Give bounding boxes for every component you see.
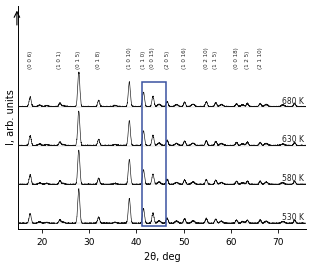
Text: (2 1 10): (2 1 10): [258, 48, 263, 69]
Text: (1 1 5): (1 1 5): [213, 51, 218, 69]
Text: (0 0 15): (0 0 15): [150, 48, 155, 69]
Text: (2 0 5): (2 0 5): [165, 51, 170, 69]
Text: (1 0 10): (1 0 10): [127, 48, 132, 69]
Text: 530 K: 530 K: [282, 213, 304, 222]
Text: (0 1 8): (0 1 8): [96, 51, 101, 69]
Text: (1 0 16): (1 0 16): [182, 48, 187, 69]
Bar: [142, 82, 166, 226]
Text: (0 0 18): (0 0 18): [234, 48, 239, 69]
Text: (1 2 5): (1 2 5): [245, 51, 250, 69]
Text: (1 0 1): (1 0 1): [57, 51, 62, 69]
Text: (0 2 10): (0 2 10): [204, 48, 209, 69]
X-axis label: 2θ, deg: 2θ, deg: [144, 252, 181, 262]
Text: (1 1 0): (1 1 0): [141, 51, 146, 69]
Text: 630 K: 630 K: [282, 135, 304, 144]
Text: 580 K: 580 K: [282, 174, 304, 183]
Text: 680 K: 680 K: [282, 96, 304, 106]
Text: (0 1 5): (0 1 5): [76, 51, 81, 69]
Text: (0 0 6): (0 0 6): [28, 51, 33, 69]
Y-axis label: I, arb. units: I, arb. units: [6, 89, 16, 145]
